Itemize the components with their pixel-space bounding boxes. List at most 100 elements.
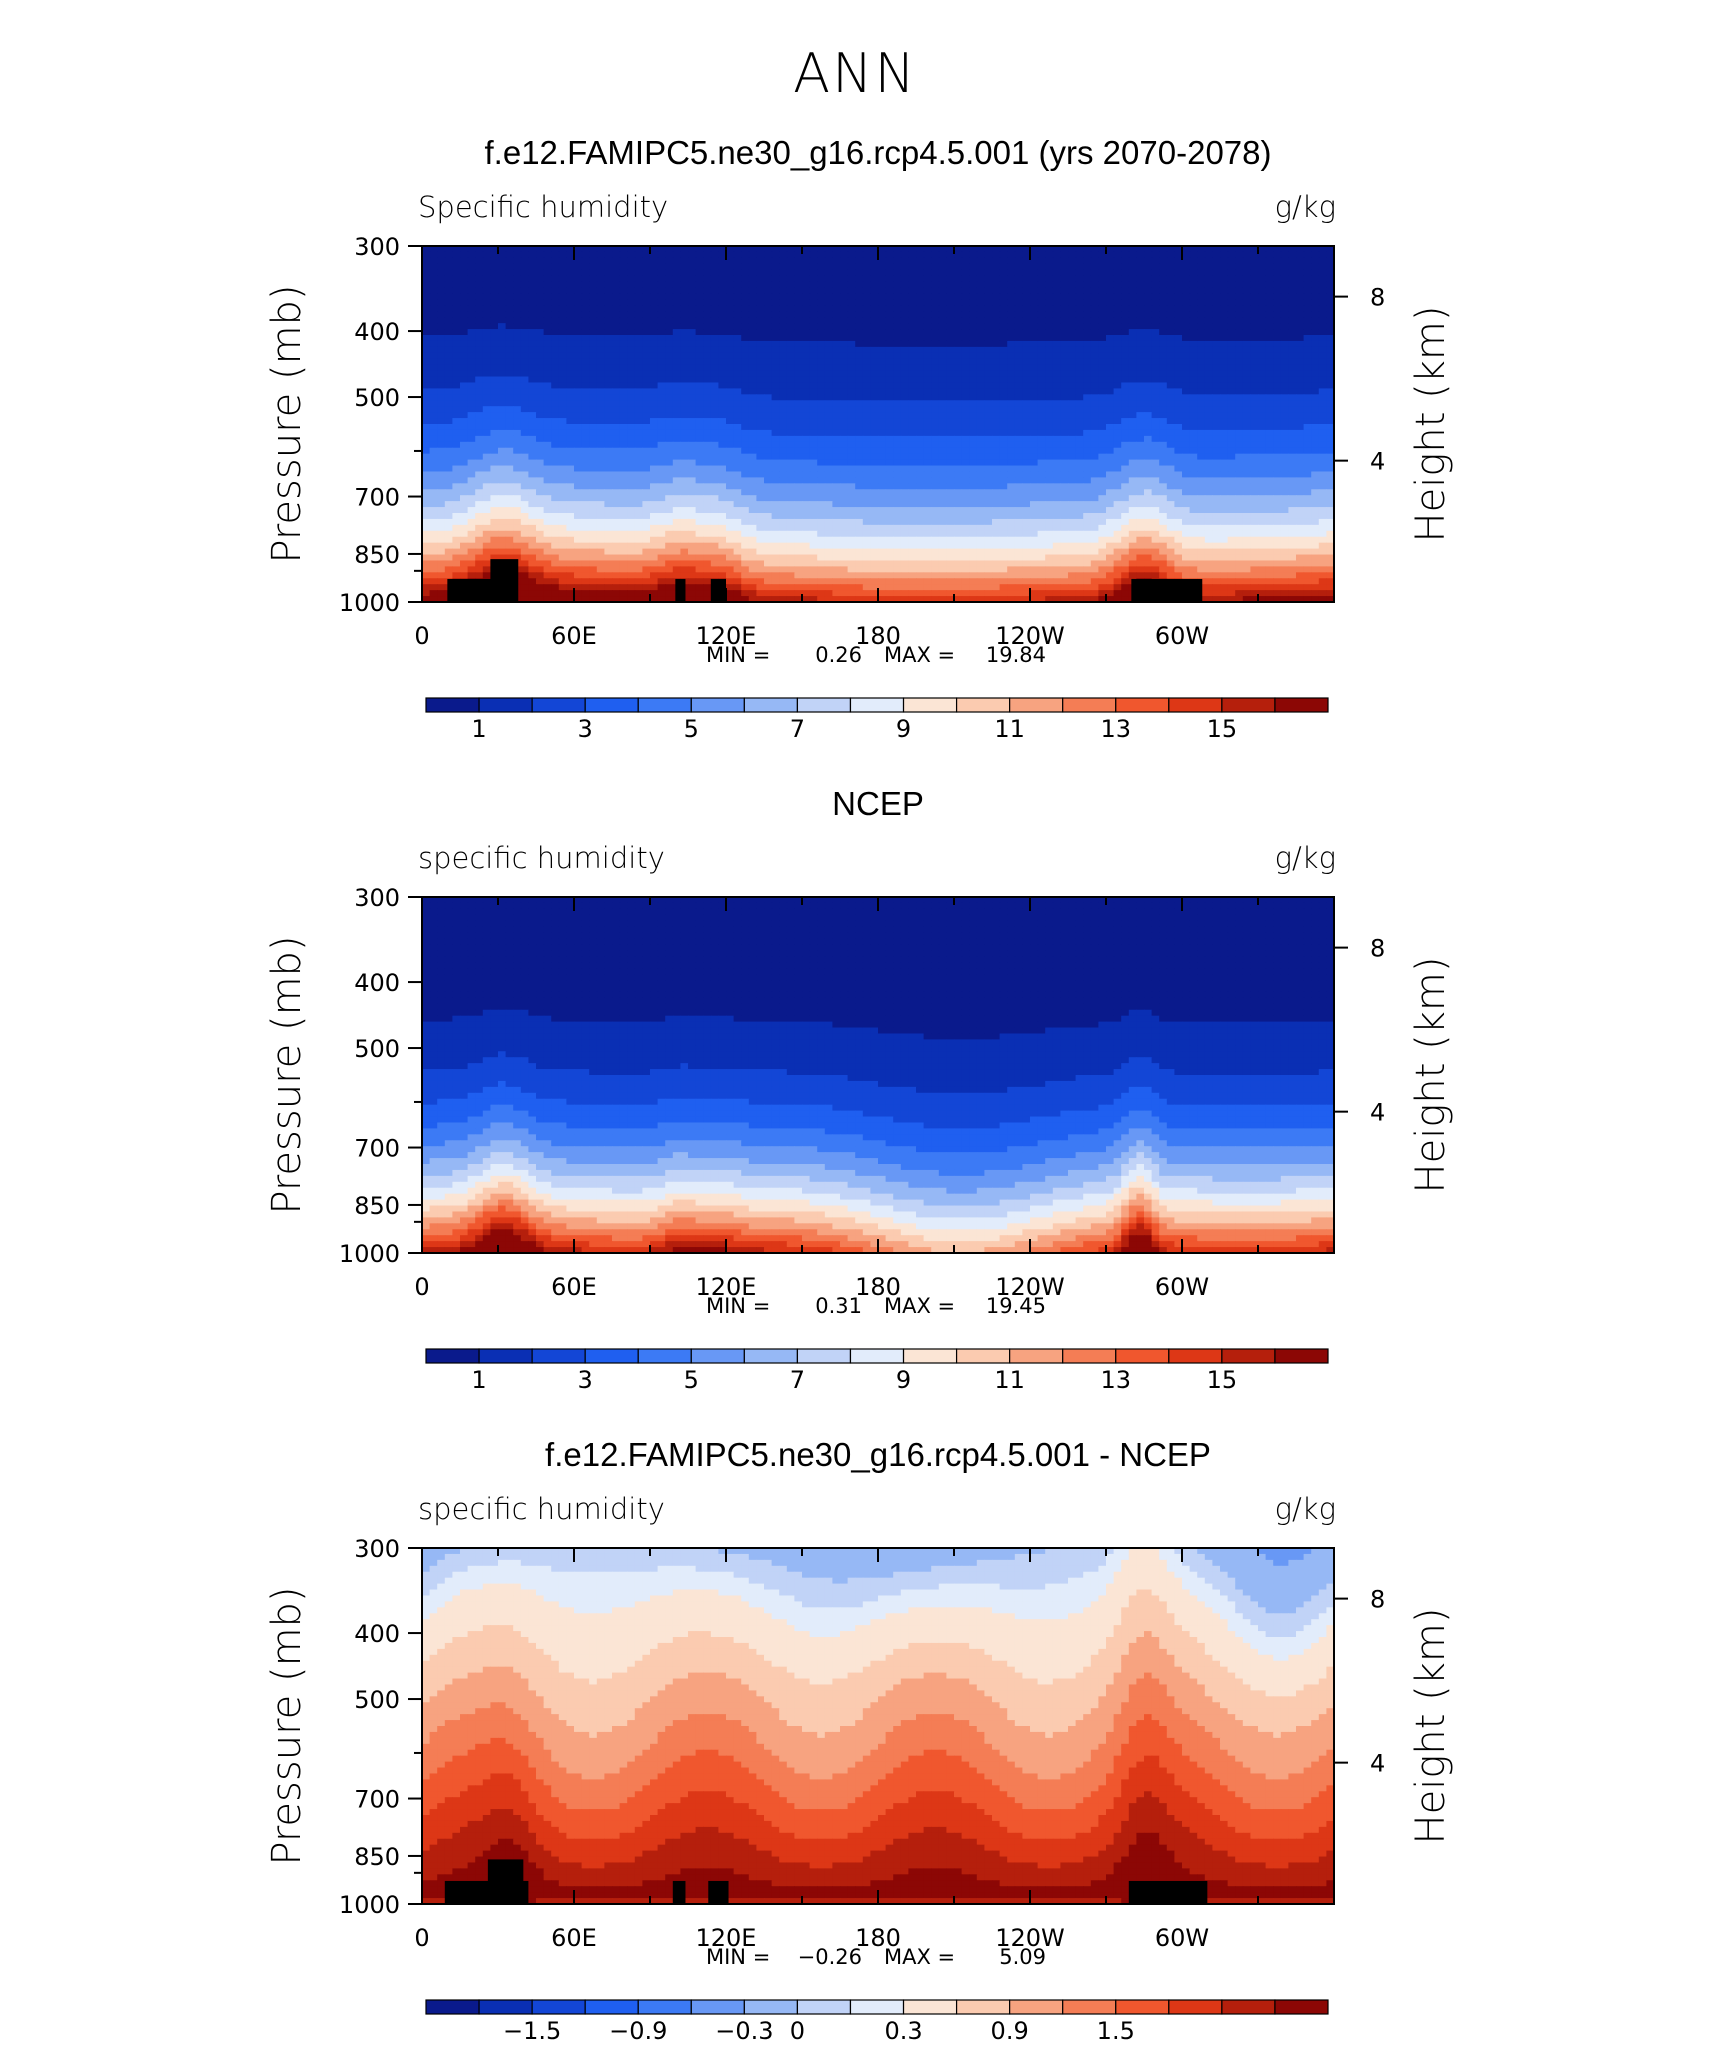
contour-cell <box>817 358 826 366</box>
contour-cell <box>1242 453 1251 461</box>
contour-cell <box>1280 251 1289 259</box>
contour-cell <box>589 246 598 253</box>
contour-cell <box>710 317 719 324</box>
contour-cell <box>452 340 461 348</box>
contour-cell <box>786 441 795 449</box>
contour-cell <box>809 269 818 277</box>
contour-cell <box>893 323 902 330</box>
contour-cell <box>528 459 537 467</box>
contour-cell <box>566 293 575 300</box>
contour-cell <box>566 340 575 348</box>
contour-cell <box>1098 275 1107 283</box>
contour-cell <box>505 251 514 259</box>
contour-cell <box>444 376 453 384</box>
contour-cell <box>1288 293 1297 300</box>
contour-cell <box>475 293 484 300</box>
contour-cell <box>1159 305 1168 312</box>
contour-cell <box>1121 299 1130 306</box>
contour-cell <box>1242 477 1251 484</box>
contour-cell <box>855 287 864 295</box>
contour-cell <box>786 412 795 419</box>
contour-cell <box>619 447 628 455</box>
contour-cell <box>437 251 446 259</box>
contour-cell <box>672 424 681 431</box>
contour-cell <box>809 447 818 455</box>
contour-cell <box>893 364 902 372</box>
contour-cell <box>802 382 811 389</box>
contour-cell <box>1045 364 1054 372</box>
contour-cell <box>954 465 963 473</box>
contour-cell <box>566 441 575 449</box>
contour-cell <box>482 406 491 413</box>
contour-cell <box>1265 441 1274 449</box>
contour-cell <box>756 263 765 271</box>
contour-cell <box>1121 424 1130 431</box>
contour-cell <box>999 340 1008 348</box>
contour-cell <box>429 435 438 443</box>
contour-cell <box>1220 459 1229 467</box>
contour-cell <box>680 352 689 360</box>
contour-cell <box>718 465 727 473</box>
contour-cell <box>1303 400 1312 407</box>
contour-cell <box>999 418 1008 425</box>
contour-cell <box>961 459 970 467</box>
contour-cell <box>475 459 484 467</box>
contour-cell <box>642 382 651 389</box>
contour-cell <box>566 400 575 407</box>
contour-cell <box>1128 340 1137 348</box>
contour-cell <box>505 263 514 271</box>
contour-cell <box>1220 400 1229 407</box>
contour-cell <box>916 329 925 336</box>
contour-cell <box>1250 335 1259 342</box>
contour-cell <box>916 352 925 360</box>
contour-cell <box>612 483 621 490</box>
contour-cell <box>1220 394 1229 401</box>
contour-cell <box>1083 251 1092 259</box>
contour-cell <box>627 346 636 354</box>
contour-cell <box>802 418 811 425</box>
contour-cell <box>1235 483 1244 490</box>
contour-cell <box>604 382 613 389</box>
contour-cell <box>1265 329 1274 336</box>
contour-cell <box>1227 400 1236 407</box>
contour-cell <box>695 340 704 348</box>
contour-cell <box>862 311 871 318</box>
contour-cell <box>1311 483 1320 490</box>
contour-cell <box>923 459 932 467</box>
contour-cell <box>1128 317 1137 324</box>
contour-cell <box>1303 412 1312 419</box>
contour-cell <box>1303 418 1312 425</box>
contour-cell <box>1303 358 1312 366</box>
contour-cell <box>817 483 826 490</box>
contour-cell <box>1060 376 1069 384</box>
contour-cell <box>422 406 431 413</box>
contour-cell <box>976 447 985 455</box>
contour-cell <box>612 352 621 360</box>
contour-cell <box>1174 424 1183 431</box>
contour-cell <box>604 311 613 318</box>
contour-cell <box>938 346 947 354</box>
contour-cell <box>1151 251 1160 259</box>
contour-cell <box>1045 412 1054 419</box>
contour-cell <box>672 447 681 455</box>
contour-cell <box>467 459 476 467</box>
contour-cell <box>1022 287 1031 295</box>
contour-cell <box>1014 311 1023 318</box>
contour-cell <box>1250 281 1259 289</box>
contour-cell <box>900 335 909 342</box>
contour-cell <box>1182 246 1191 253</box>
contour-cell <box>756 435 765 443</box>
contour-cell <box>558 305 567 312</box>
contour-cell <box>779 293 788 300</box>
contour-cell <box>1014 323 1023 330</box>
contour-cell <box>1296 346 1305 354</box>
contour-cell <box>809 323 818 330</box>
contour-cell <box>1083 257 1092 265</box>
contour-cell <box>756 352 765 360</box>
contour-cell <box>961 471 970 478</box>
contour-cell <box>832 489 841 496</box>
contour-cell <box>490 388 499 395</box>
contour-cell <box>832 281 841 289</box>
contour-cell <box>1197 400 1206 407</box>
contour-cell <box>1204 370 1213 378</box>
